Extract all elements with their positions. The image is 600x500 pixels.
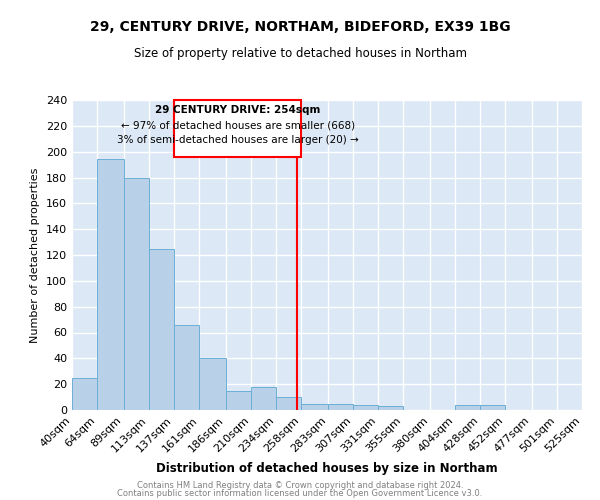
- Text: Contains HM Land Registry data © Crown copyright and database right 2024.: Contains HM Land Registry data © Crown c…: [137, 480, 463, 490]
- Text: 29, CENTURY DRIVE, NORTHAM, BIDEFORD, EX39 1BG: 29, CENTURY DRIVE, NORTHAM, BIDEFORD, EX…: [89, 20, 511, 34]
- Text: 29 CENTURY DRIVE: 254sqm: 29 CENTURY DRIVE: 254sqm: [155, 105, 320, 115]
- Bar: [72, 378, 97, 410]
- Bar: [199, 358, 226, 410]
- Bar: [480, 405, 505, 410]
- Bar: [149, 248, 174, 410]
- FancyBboxPatch shape: [174, 100, 301, 157]
- X-axis label: Distribution of detached houses by size in Northam: Distribution of detached houses by size …: [156, 462, 498, 475]
- Bar: [276, 397, 301, 410]
- Bar: [251, 387, 276, 410]
- Bar: [328, 404, 353, 410]
- Text: 3% of semi-detached houses are larger (20) →: 3% of semi-detached houses are larger (2…: [117, 135, 358, 145]
- Bar: [378, 406, 403, 410]
- Text: Size of property relative to detached houses in Northam: Size of property relative to detached ho…: [133, 48, 467, 60]
- Bar: [455, 405, 480, 410]
- Bar: [97, 160, 124, 410]
- Bar: [174, 325, 199, 410]
- Y-axis label: Number of detached properties: Number of detached properties: [31, 168, 40, 342]
- Bar: [301, 404, 328, 410]
- Bar: [226, 390, 251, 410]
- Bar: [353, 405, 378, 410]
- Text: ← 97% of detached houses are smaller (668): ← 97% of detached houses are smaller (66…: [121, 120, 355, 130]
- Bar: [124, 178, 149, 410]
- Text: Contains public sector information licensed under the Open Government Licence v3: Contains public sector information licen…: [118, 489, 482, 498]
